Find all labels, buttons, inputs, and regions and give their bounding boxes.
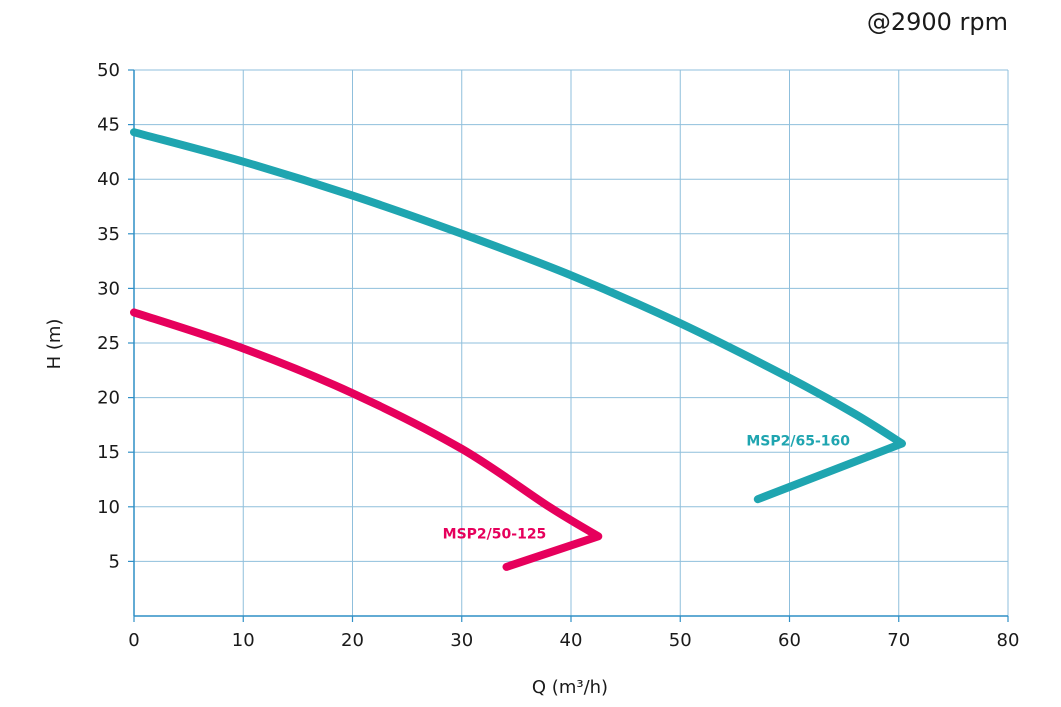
x-tick-label: 20 (341, 630, 364, 651)
series-label-msp2-50-125: MSP2/50-125 (443, 526, 547, 542)
y-axis-title: H (m) (44, 319, 65, 370)
x-tick-label: 80 (997, 630, 1020, 651)
series-line-msp2-65-160 (130, 128, 906, 504)
axes (128, 69, 1009, 622)
series-lines (130, 128, 906, 571)
corner-annotation: @2900 rpm (867, 8, 1008, 36)
y-tick-label: 20 (97, 388, 120, 409)
x-tick-label: 10 (232, 630, 255, 651)
y-tick-label: 45 (97, 115, 120, 136)
y-tick-label: 35 (97, 224, 120, 245)
x-tick-label: 0 (128, 630, 139, 651)
x-axis-title: Q (m³/h) (532, 677, 608, 698)
grid (134, 69, 1009, 616)
tick-labels: 0 10 20 30 40 50 60 70 80 5 10 15 20 25 30 35 40 45 50 (97, 60, 1019, 651)
series-labels: MSP2/50-125 MSP2/65-160 (443, 433, 851, 542)
x-tick-label: 40 (560, 630, 583, 651)
y-tick-label: 30 (97, 278, 120, 299)
x-tick-label: 30 (450, 630, 473, 651)
y-tick-label: 5 (109, 551, 120, 572)
series-line-msp2-50-125 (130, 308, 603, 571)
series-label-msp2-65-160: MSP2/65-160 (746, 433, 850, 449)
x-tick-label: 50 (669, 630, 692, 651)
y-tick-label: 25 (97, 333, 120, 354)
y-tick-label: 15 (97, 442, 120, 463)
y-tick-label: 40 (97, 169, 120, 190)
y-tick-label: 50 (97, 60, 120, 81)
y-tick-label: 10 (97, 497, 120, 518)
x-tick-label: 70 (887, 630, 910, 651)
x-tick-label: 60 (778, 630, 801, 651)
